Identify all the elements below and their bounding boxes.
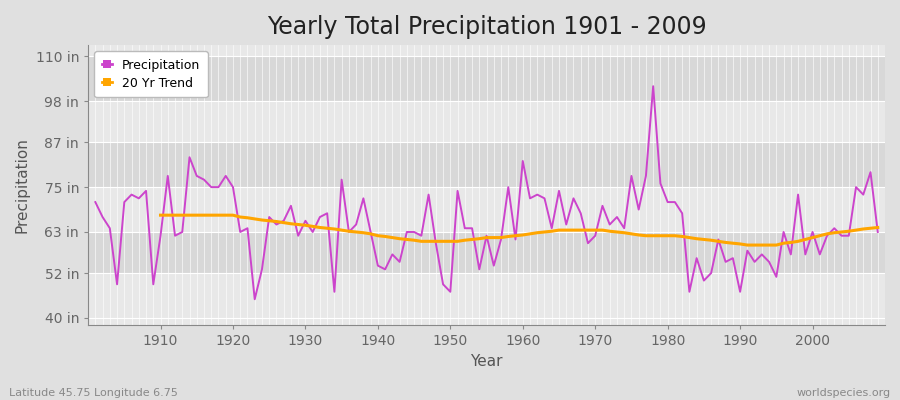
Precipitation: [358, 196, 369, 201]
Text: Latitude 45.75 Longitude 6.75: Latitude 45.75 Longitude 6.75: [9, 388, 178, 398]
Precipitation: [872, 230, 883, 234]
20 Yr Trend: [322, 226, 333, 231]
Precipitation: [249, 297, 260, 302]
Bar: [88, 187, 885, 232]
Bar: [88, 101, 885, 142]
20 Yr Trend: [843, 229, 854, 234]
20 Yr Trend: [872, 225, 883, 230]
Precipitation: [611, 215, 622, 220]
Line: 20 Yr Trend: 20 Yr Trend: [160, 215, 878, 245]
Title: Yearly Total Precipitation 1901 - 2009: Yearly Total Precipitation 1901 - 2009: [266, 15, 706, 39]
20 Yr Trend: [742, 243, 752, 248]
Precipitation: [518, 158, 528, 163]
20 Yr Trend: [525, 232, 535, 236]
Precipitation: [648, 84, 659, 89]
20 Yr Trend: [822, 232, 832, 236]
20 Yr Trend: [155, 213, 166, 218]
Precipitation: [314, 215, 325, 220]
Precipitation: [90, 200, 101, 204]
Bar: [88, 45, 885, 56]
X-axis label: Year: Year: [471, 354, 503, 369]
Line: Precipitation: Precipitation: [95, 86, 878, 299]
Bar: [88, 273, 885, 318]
Bar: [88, 318, 885, 326]
Legend: Precipitation, 20 Yr Trend: Precipitation, 20 Yr Trend: [94, 51, 208, 97]
Y-axis label: Precipitation: Precipitation: [15, 137, 30, 233]
Bar: [88, 142, 885, 187]
Bar: [88, 56, 885, 101]
Precipitation: [525, 196, 535, 201]
20 Yr Trend: [292, 222, 303, 227]
Precipitation: [148, 282, 158, 287]
Bar: [88, 232, 885, 273]
Text: worldspecies.org: worldspecies.org: [796, 388, 891, 398]
20 Yr Trend: [582, 228, 593, 232]
